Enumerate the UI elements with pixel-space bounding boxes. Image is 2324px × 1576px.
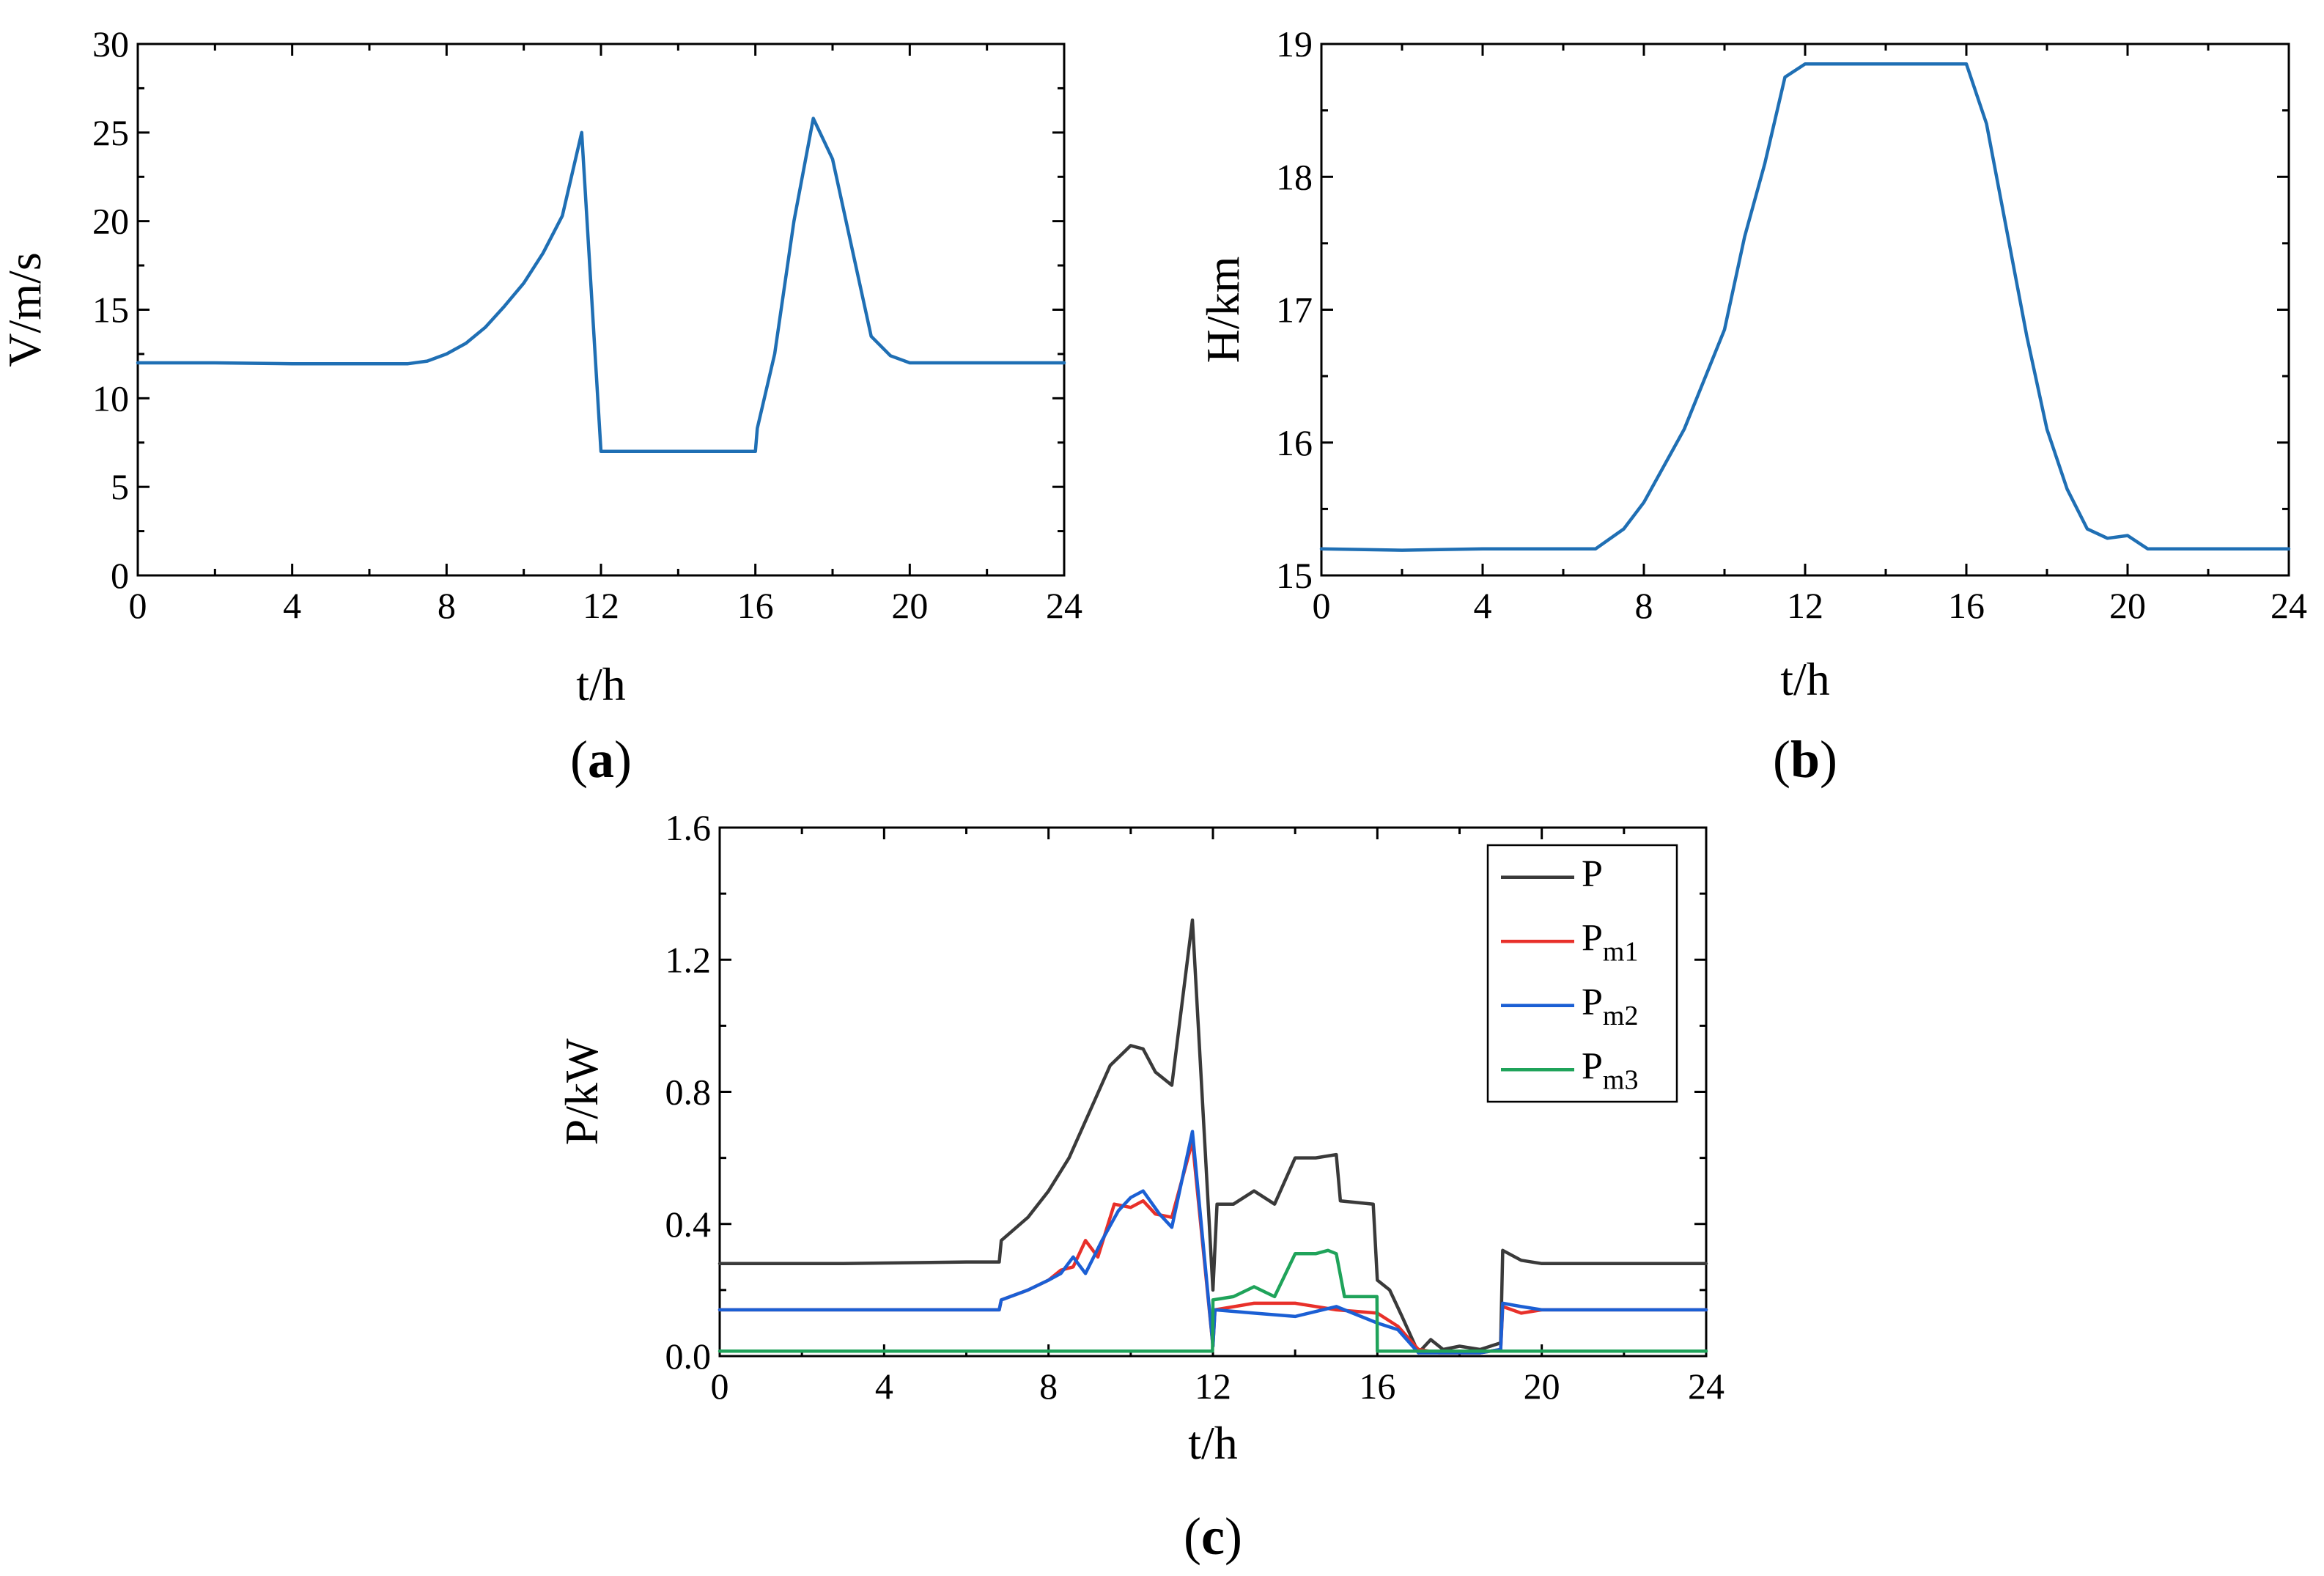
y-tick-label: 0.4 <box>665 1204 712 1245</box>
x-axis-label: t/h <box>1188 1417 1238 1469</box>
x-tick-label: 24 <box>1688 1366 1724 1407</box>
panel-label-close: ) <box>1225 1507 1242 1566</box>
y-tick-label: 18 <box>1276 156 1313 197</box>
x-tick-label: 4 <box>283 585 301 626</box>
y-tick-label: 0.0 <box>665 1336 712 1377</box>
legend-label-subscript: m2 <box>1603 1001 1639 1031</box>
y-tick-label: 25 <box>92 112 129 153</box>
x-tick-label: 0 <box>129 585 147 626</box>
y-tick-label: 19 <box>1276 23 1313 65</box>
x-tick-label: 16 <box>1948 585 1985 626</box>
y-axis-label: P/kW <box>556 1038 608 1145</box>
panel-c: 0 4 8 12 16 20 240.00.40.81.21.6t/hP/kWPPm1Pm2… <box>556 807 1724 1566</box>
x-axis-label: t/h <box>1780 653 1830 705</box>
x-tick-label: 12 <box>583 585 619 626</box>
x-tick-label: 20 <box>2109 585 2146 626</box>
y-tick-label: 1.6 <box>665 807 712 848</box>
y-tick-label: 15 <box>92 290 129 331</box>
y-tick-label: 0 <box>111 555 129 596</box>
y-tick-label: 15 <box>1276 555 1313 596</box>
x-tick-label: 0 <box>711 1366 729 1407</box>
x-tick-label: 16 <box>1359 1366 1395 1407</box>
panel-label-open: ( <box>1773 730 1790 789</box>
x-tick-label: 16 <box>737 585 774 626</box>
panel-label-letter: c <box>1201 1507 1225 1566</box>
legend-box <box>1486 844 1678 1103</box>
panel-label-close: ) <box>1820 730 1837 789</box>
x-tick-label: 8 <box>1039 1366 1058 1407</box>
x-tick-label: 24 <box>1046 585 1082 626</box>
y-axis-label: V/m/s <box>0 252 51 367</box>
x-axis-label: t/h <box>576 658 626 710</box>
panel-label-open: ( <box>570 730 588 789</box>
y-tick-label: 30 <box>92 23 129 65</box>
plot-frame <box>1320 43 2290 577</box>
plot-frame <box>136 43 1066 577</box>
series-line-v <box>136 117 1066 454</box>
series-line-p <box>718 918 1708 1355</box>
x-tick-label: 4 <box>1474 585 1492 626</box>
y-axis-label: H/km <box>1197 257 1249 364</box>
x-tick-label: 8 <box>1635 585 1653 626</box>
panel-label: (a) <box>570 730 632 789</box>
x-tick-label: 20 <box>1524 1366 1560 1407</box>
series-line-pm3 <box>718 1248 1708 1353</box>
y-tick-label: 16 <box>1276 422 1313 463</box>
x-tick-label: 20 <box>891 585 928 626</box>
y-tick-label: 17 <box>1276 290 1313 331</box>
panel-label: (c) <box>1184 1507 1242 1566</box>
panel-a: 0 4 8 12 16 20 24 0 5 10 15 20 25 30 t/h V/m/s (a) <box>0 23 1082 789</box>
x-tick-label: 0 <box>1313 585 1331 626</box>
x-tick-label: 8 <box>438 585 456 626</box>
x-tick-label: 4 <box>875 1366 893 1407</box>
x-tick-label: 12 <box>1195 1366 1231 1407</box>
y-tick-label: 20 <box>92 201 129 242</box>
x-tick-label: 12 <box>1787 585 1823 626</box>
legend-label-subscript: m1 <box>1603 936 1639 967</box>
panel-label-open: ( <box>1184 1507 1201 1566</box>
panel-label-close: ) <box>614 730 632 789</box>
panel-label-letter: a <box>588 730 614 789</box>
panel-b: 0 4 8 12 16 20 24 15 16 17 18 19 t/h H/km (b) <box>1197 23 2307 789</box>
y-tick-label: 1.2 <box>665 939 712 980</box>
panel-label-letter: b <box>1790 730 1820 789</box>
y-tick-label: 0.8 <box>665 1072 712 1113</box>
legend-label-p: P <box>1582 853 1603 895</box>
y-tick-label: 5 <box>111 466 129 507</box>
y-tick-label: 10 <box>92 378 129 419</box>
series-line-h <box>1319 62 2291 552</box>
panel-label: (b) <box>1773 730 1837 789</box>
legend-label-subscript: m3 <box>1603 1064 1639 1095</box>
x-tick-label: 24 <box>2270 585 2307 626</box>
